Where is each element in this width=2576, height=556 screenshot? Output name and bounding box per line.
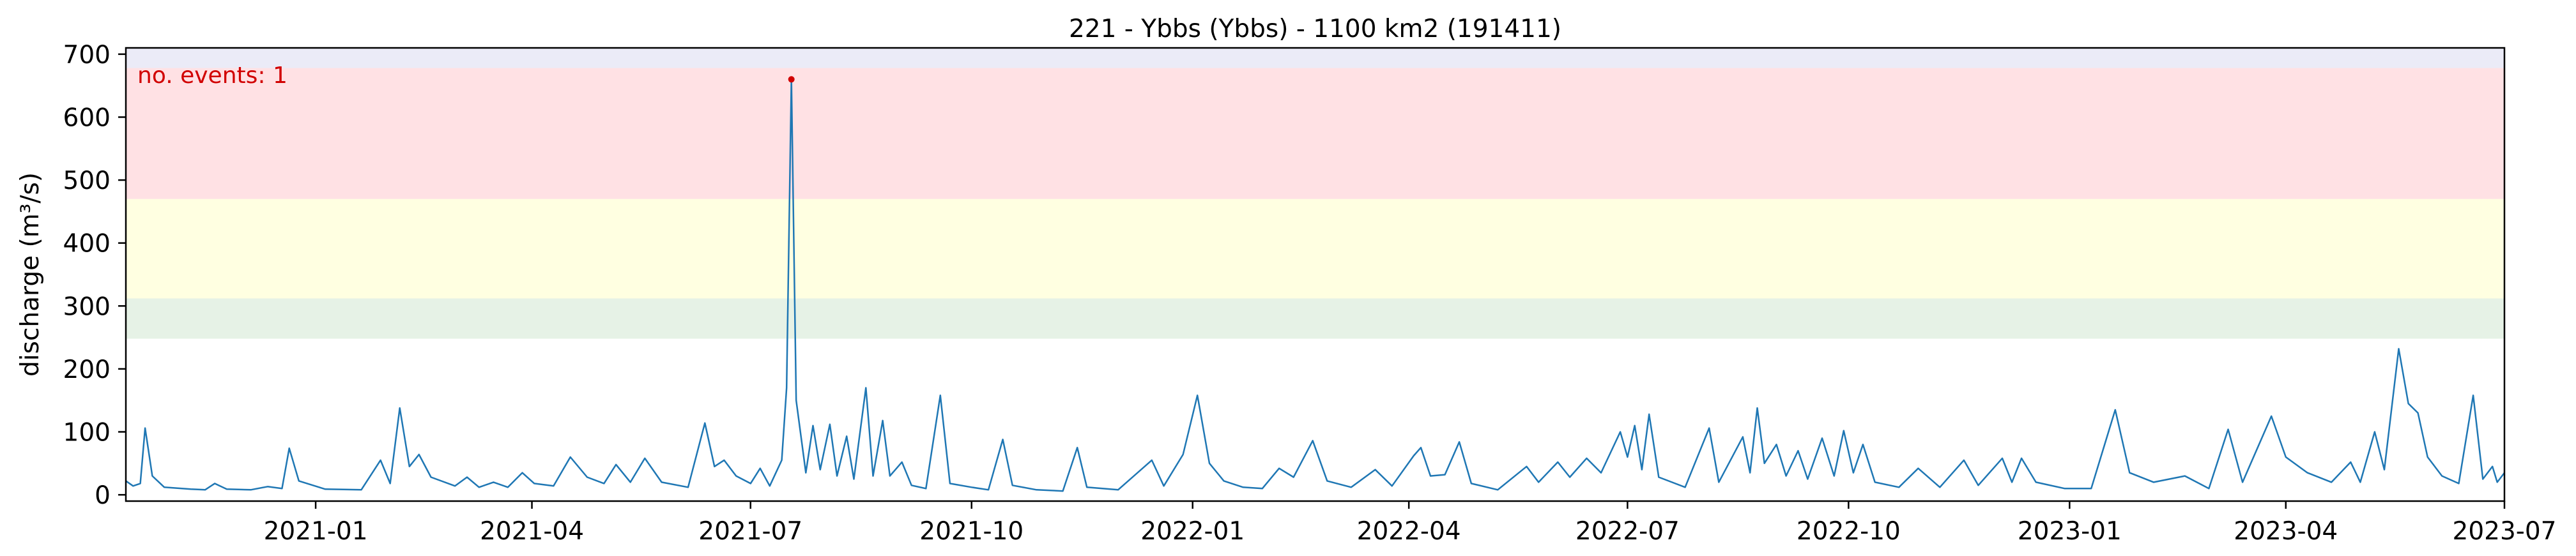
series-layer bbox=[125, 79, 2505, 492]
threshold-band bbox=[126, 199, 2504, 299]
y-tick-label: 600 bbox=[63, 103, 111, 132]
events-annotation: no. events: 1 bbox=[137, 63, 288, 89]
x-tick-label: 2022-04 bbox=[1357, 517, 1461, 546]
x-tick-label: 2022-10 bbox=[1797, 517, 1901, 546]
x-axis: 2021-01 2021-04 2021-07 2021-10 2022-01 2022-… bbox=[264, 501, 2557, 546]
y-axis-label: discharge (m³/s) bbox=[16, 172, 45, 377]
y-tick-label: 300 bbox=[63, 292, 111, 321]
chart-title: 221 - Ybbs (Ybbs) - 1100 km2 (191411) bbox=[1069, 15, 1561, 43]
y-tick-label: 100 bbox=[63, 419, 111, 447]
discharge-line bbox=[125, 79, 2505, 492]
x-tick-label: 2022-01 bbox=[1140, 517, 1245, 546]
x-tick-label: 2021-10 bbox=[919, 517, 1023, 546]
plot-frame bbox=[125, 47, 2506, 502]
y-axis: 0 100 200 300 400 500 600 700 bbox=[63, 41, 126, 510]
event-layer bbox=[788, 76, 795, 83]
x-tick-label: 2023-07 bbox=[2453, 517, 2557, 546]
y-tick-label: 500 bbox=[63, 167, 111, 195]
y-tick-label: 700 bbox=[63, 41, 111, 70]
event-marker bbox=[788, 76, 795, 83]
x-tick-label: 2022-07 bbox=[1575, 517, 1680, 546]
threshold-bands bbox=[126, 48, 2504, 339]
x-tick-label: 2023-01 bbox=[2018, 517, 2122, 546]
x-tick-label: 2021-04 bbox=[480, 517, 584, 546]
y-tick-label: 400 bbox=[63, 230, 111, 259]
threshold-band bbox=[126, 68, 2504, 199]
x-tick-label: 2021-01 bbox=[264, 517, 368, 546]
threshold-band bbox=[126, 48, 2504, 68]
y-tick-label: 200 bbox=[63, 356, 111, 384]
threshold-band bbox=[126, 298, 2504, 339]
x-tick-label: 2023-04 bbox=[2234, 517, 2338, 546]
y-tick-label: 0 bbox=[95, 481, 111, 510]
x-tick-label: 2021-07 bbox=[698, 517, 802, 546]
